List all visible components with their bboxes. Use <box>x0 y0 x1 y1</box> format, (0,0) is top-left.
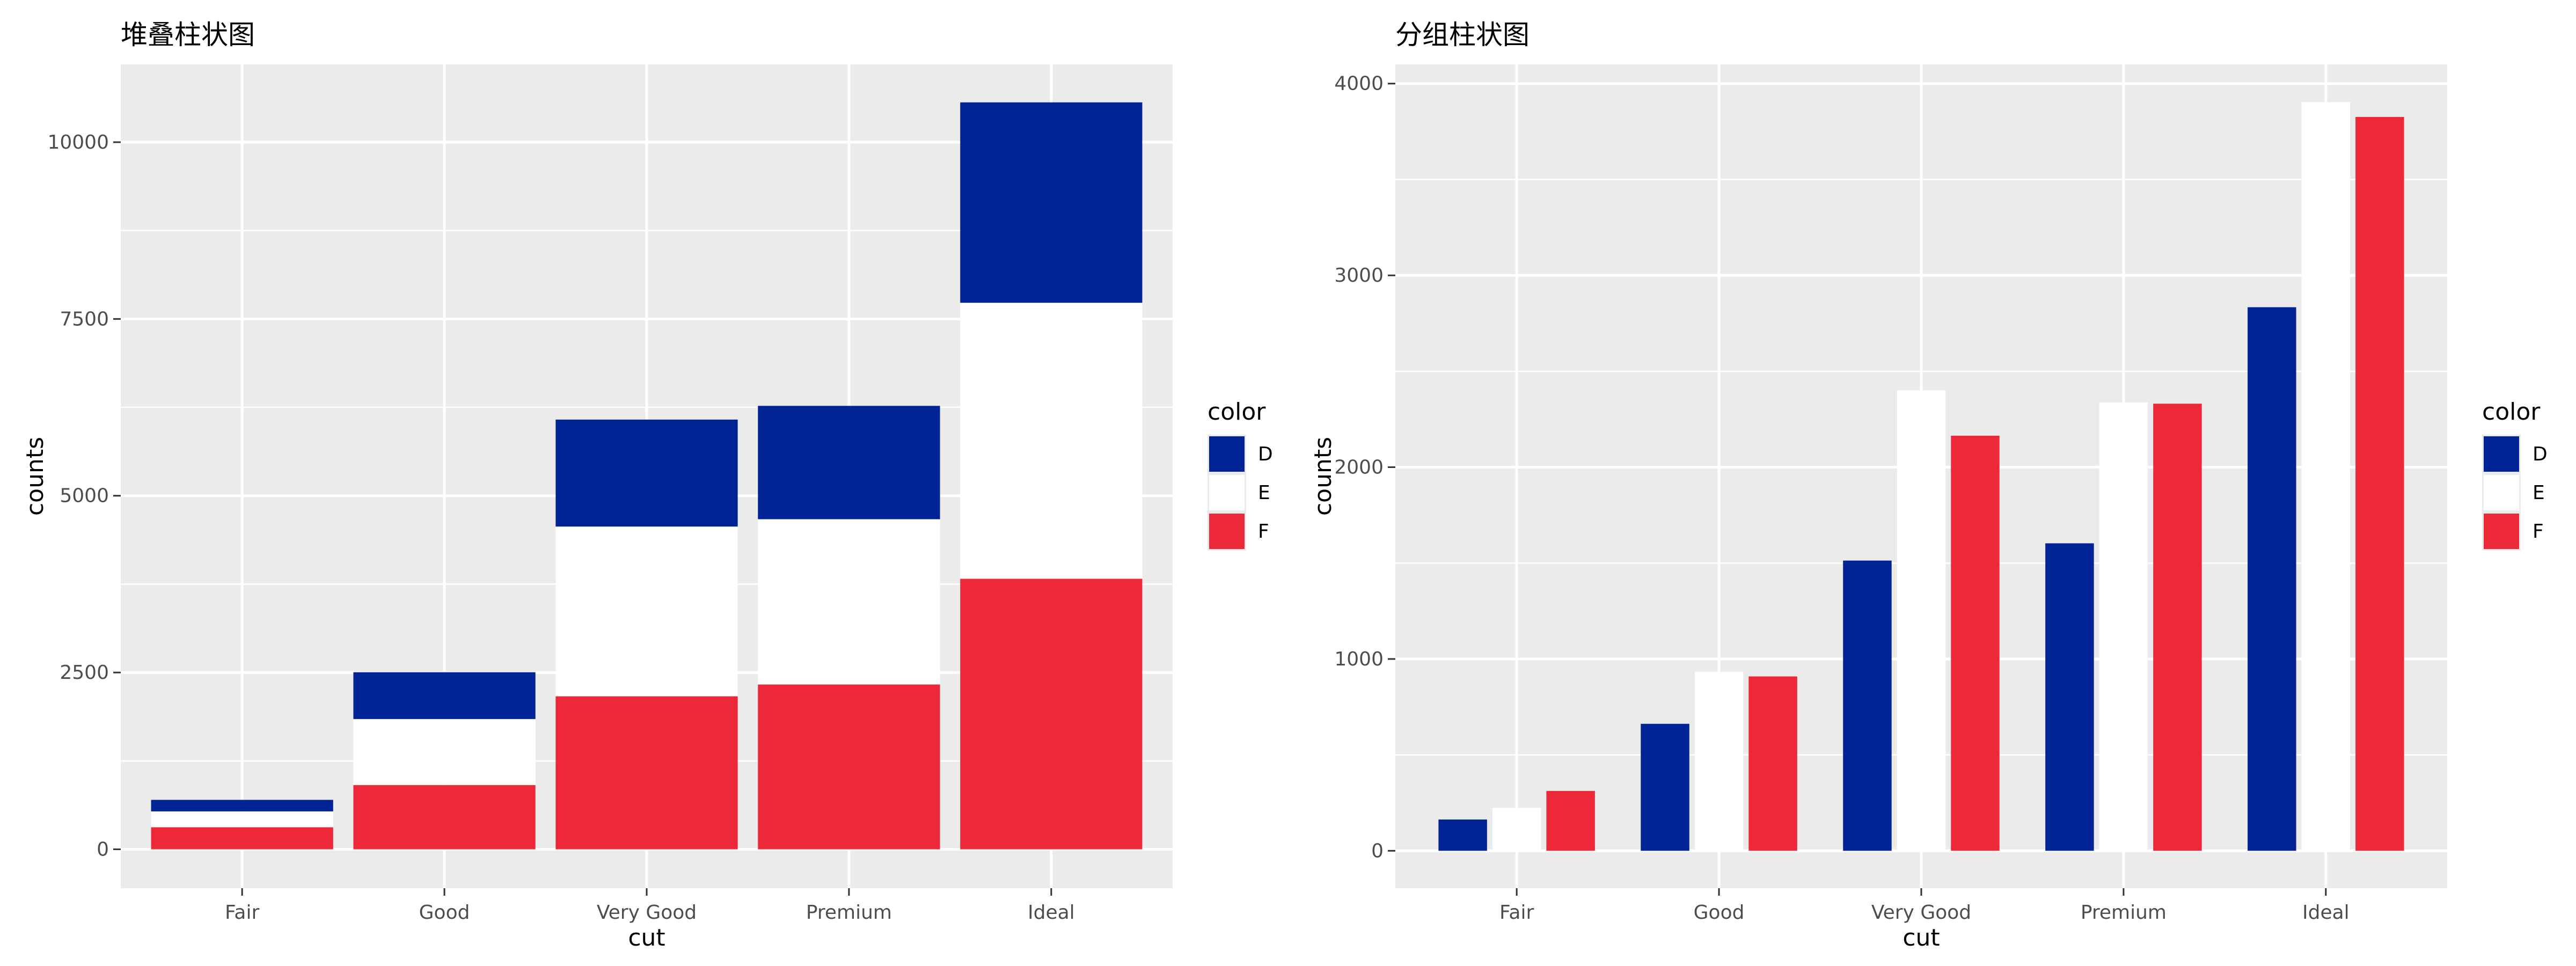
bar-E-good <box>353 719 536 785</box>
bar-F-fair <box>151 827 333 850</box>
y-tick-label: 7500 <box>60 308 109 330</box>
x-tick-label: Good <box>1694 902 1745 924</box>
bar-F-very-good <box>1951 435 2000 851</box>
x-tick-label: Premium <box>2081 902 2167 924</box>
legend-label-F: F <box>2533 521 2544 543</box>
legend-swatch-F <box>2484 514 2519 549</box>
bar-D-good <box>1641 723 1689 851</box>
bar-E-ideal <box>2301 102 2351 851</box>
x-tick-label: Good <box>419 902 470 924</box>
bar-F-ideal <box>960 579 1143 850</box>
x-tick-label: Fair <box>1499 902 1534 924</box>
x-tick-label: Very Good <box>597 902 697 924</box>
y-tick-label: 4000 <box>1334 73 1384 95</box>
legend: color DEF <box>1208 398 1273 551</box>
x-tick-label: Ideal <box>1028 902 1075 924</box>
x-tick-label: Premium <box>806 902 892 924</box>
bar-D-ideal <box>960 102 1143 303</box>
bar-F-ideal <box>2355 116 2404 851</box>
bar-F-premium <box>2153 404 2202 851</box>
bar-D-very-good <box>1843 560 1892 851</box>
legend-label-E: E <box>2533 482 2545 504</box>
y-axis-title: counts <box>21 437 49 516</box>
y-tick-label: 3000 <box>1334 265 1384 287</box>
y-tick-label: 0 <box>1371 840 1384 862</box>
bar-E-fair <box>1492 808 1541 851</box>
x-axis-title: cut <box>1902 924 1940 952</box>
bar-D-premium <box>2045 543 2094 851</box>
bar-E-fair <box>151 811 333 828</box>
legend-label-D: D <box>2533 443 2548 465</box>
y-tick-label: 1000 <box>1334 648 1384 670</box>
y-tick-label: 2500 <box>60 662 109 684</box>
legend-swatch-D <box>2484 436 2519 472</box>
legend-label-F: F <box>1258 521 1269 543</box>
bar-E-ideal <box>960 303 1143 579</box>
bar-D-fair <box>151 800 333 811</box>
legend-title: color <box>2482 398 2541 426</box>
bar-D-premium <box>758 406 940 519</box>
legend: color DEF <box>2482 398 2548 551</box>
bar-F-good <box>353 785 536 850</box>
chart-title: 堆叠柱状图 <box>121 19 255 50</box>
x-tick-label: Ideal <box>2302 902 2350 924</box>
y-tick-label: 10000 <box>47 131 109 153</box>
bar-D-fair <box>1438 819 1487 851</box>
bar-E-very-good <box>1897 390 1946 851</box>
bar-E-premium <box>2099 402 2148 851</box>
bar-F-good <box>1748 676 1797 851</box>
x-tick-label: Very Good <box>1871 902 1971 924</box>
bar-D-ideal <box>2248 307 2296 851</box>
legend-label-E: E <box>1258 482 1270 504</box>
bar-F-premium <box>758 684 940 850</box>
chart-grouped: 0 1000 2000 3000 4000 Fair Good Very Good Premiu… <box>1309 19 2548 952</box>
bar-D-very-good <box>555 419 738 527</box>
bar-F-fair <box>1546 791 1595 851</box>
chart-stacked: 0 2500 5000 7500 10000 Fair Good Very Good Premi… <box>21 19 1273 952</box>
chart-title: 分组柱状图 <box>1395 19 1529 50</box>
y-tick-label: 5000 <box>60 485 109 507</box>
bar-E-good <box>1694 671 1744 851</box>
y-tick-label: 0 <box>97 839 109 861</box>
y-tick-label: 2000 <box>1334 457 1384 479</box>
x-axis-title: cut <box>628 924 665 952</box>
legend-title: color <box>1208 398 1266 426</box>
legend-swatch-D <box>1209 436 1245 472</box>
y-axis-title: counts <box>1309 437 1337 516</box>
legend-swatch-F <box>1209 514 1245 549</box>
legend-swatch-E <box>1209 475 1245 510</box>
legend-swatch-E <box>2484 475 2519 510</box>
bar-F-very-good <box>555 696 738 850</box>
bar-E-premium <box>758 519 940 685</box>
bar-D-good <box>353 672 536 719</box>
bar-E-very-good <box>555 526 738 697</box>
legend-label-D: D <box>1258 443 1273 465</box>
x-tick-label: Fair <box>225 902 259 924</box>
